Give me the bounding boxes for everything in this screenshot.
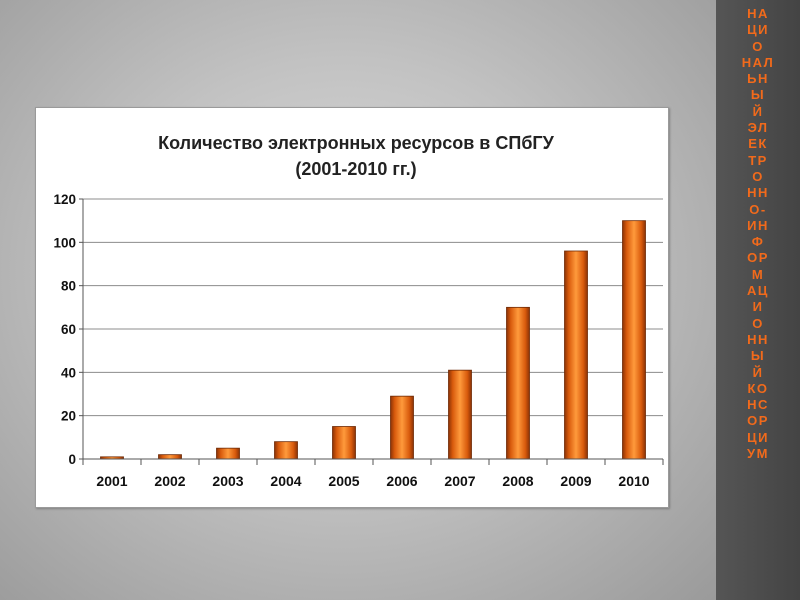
side-title-line: О-: [749, 201, 767, 217]
x-tick-label: 2002: [154, 473, 185, 489]
side-panel: НА ЦИ О НАЛ ЬН Ы Й ЭЛ ЕК ТР О НН О- ИН Ф ОР М АЦ И О НН Ы Й КО Н…: [716, 0, 800, 600]
bar-2009: [564, 250, 588, 460]
side-title-line: ЬН: [747, 71, 769, 87]
bar-2003: [216, 447, 240, 460]
x-tick-label: 2007: [444, 473, 475, 489]
side-title-line: М: [751, 266, 765, 282]
y-axis-ticks: 0 20 40 60 80 100 120: [53, 192, 76, 467]
y-tick-label: 60: [61, 322, 76, 337]
bar-2004: [274, 441, 298, 460]
y-tick-label: 120: [53, 192, 76, 207]
bar-2008: [506, 306, 530, 460]
side-title-line: Ы: [750, 87, 766, 103]
side-title-line: Ы: [750, 348, 766, 364]
side-title-line: НН: [747, 185, 769, 201]
side-title-line: ОР: [747, 413, 769, 429]
x-tick-label: 2004: [270, 473, 301, 489]
bars: [100, 220, 646, 460]
bar-2002: [158, 454, 182, 460]
chart-title-line-1: Количество электронных ресурсов в СПбГУ: [158, 133, 554, 153]
side-title-line: ЭЛ: [747, 120, 769, 136]
y-tick-label: 0: [68, 452, 76, 467]
x-tick-label: 2005: [328, 473, 359, 489]
chart-title-line-2: (2001-2010 гг.): [295, 159, 416, 179]
x-tick-label: 2006: [386, 473, 417, 489]
x-tick-label: 2001: [96, 473, 127, 489]
y-tick-label: 20: [61, 409, 76, 424]
side-title-line: ТР: [748, 152, 768, 168]
side-title-line: И: [752, 299, 764, 315]
side-title-line: НА: [747, 6, 769, 21]
side-title-line: О: [752, 38, 764, 54]
bar-chart: Количество электронных ресурсов в СПбГУ …: [53, 133, 664, 489]
side-title-line: АЦ: [747, 283, 769, 299]
x-tick-label: 2008: [502, 473, 533, 489]
side-title-line: ЕК: [748, 136, 768, 152]
side-title-vertical: НА ЦИ О НАЛ ЬН Ы Й ЭЛ ЕК ТР О НН О- ИН Ф ОР М АЦ И О НН Ы Й КО Н…: [716, 6, 800, 462]
x-tick-label: 2009: [560, 473, 591, 489]
axes: [79, 198, 664, 465]
y-tick-label: 40: [61, 365, 76, 380]
side-title-line: ИН: [747, 217, 769, 233]
side-title-line: Й: [752, 103, 764, 119]
y-tick-label: 80: [61, 279, 76, 294]
x-tick-label: 2003: [212, 473, 243, 489]
chart-container: Количество электронных ресурсов в СПбГУ …: [35, 107, 669, 508]
y-tick-label: 100: [53, 235, 76, 250]
x-axis-ticks: 2001 2002 2003 2004 2005 2006 2007 2008 2009 2010: [96, 473, 649, 489]
side-title-line: Ф: [751, 234, 765, 250]
grid-lines: [83, 198, 663, 417]
side-title-line: КО: [747, 380, 769, 396]
bar-2005: [332, 426, 356, 460]
side-title-line: ОР: [747, 250, 769, 266]
side-title-line: О: [752, 168, 764, 184]
side-title-line: УМ: [747, 446, 769, 462]
side-title-line: ЦИ: [747, 429, 769, 445]
bar-2006: [390, 395, 414, 460]
side-title-line: НН: [747, 331, 769, 347]
side-title-line: О: [752, 315, 764, 331]
side-title-line: Й: [752, 364, 764, 380]
side-title-line: ЦИ: [747, 22, 769, 38]
bar-2010: [622, 220, 646, 460]
bar-2007: [448, 369, 472, 460]
side-title-line: НС: [747, 397, 769, 413]
side-title-line: НАЛ: [741, 54, 775, 70]
x-tick-label: 2010: [618, 473, 649, 489]
